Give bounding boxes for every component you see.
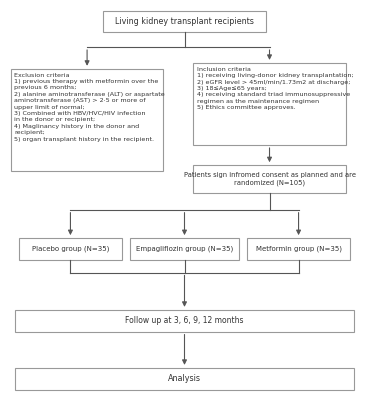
FancyBboxPatch shape (130, 238, 239, 260)
Text: Living kidney transplant recipients: Living kidney transplant recipients (115, 17, 254, 26)
FancyBboxPatch shape (11, 69, 163, 170)
FancyBboxPatch shape (193, 165, 346, 193)
FancyBboxPatch shape (103, 11, 266, 32)
FancyBboxPatch shape (19, 238, 122, 260)
FancyBboxPatch shape (15, 368, 354, 390)
Text: Follow up at 3, 6, 9, 12 months: Follow up at 3, 6, 9, 12 months (125, 316, 244, 325)
Text: Metformin group (N=35): Metformin group (N=35) (256, 246, 342, 252)
Text: Exclusion criteria
1) previous therapy with metformin over the
previous 6 months: Exclusion criteria 1) previous therapy w… (14, 73, 165, 142)
Text: Empagliflozin group (N=35): Empagliflozin group (N=35) (136, 246, 233, 252)
Text: Placebo group (N=35): Placebo group (N=35) (32, 246, 109, 252)
FancyBboxPatch shape (247, 238, 350, 260)
FancyBboxPatch shape (15, 310, 354, 332)
Text: Patients sign infromed consent as planned and are
randomized (N=105): Patients sign infromed consent as planne… (183, 172, 355, 186)
Text: Analysis: Analysis (168, 374, 201, 383)
Text: Inclusion criteria
1) receiving living-donor kidney transplantation;
2) eGFR lev: Inclusion criteria 1) receiving living-d… (197, 67, 354, 110)
FancyBboxPatch shape (193, 63, 346, 145)
